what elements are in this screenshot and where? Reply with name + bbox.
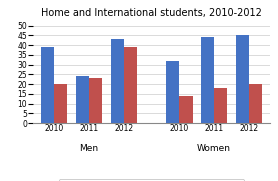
Bar [41,47,54,123]
Bar [179,96,192,123]
Bar [249,84,262,123]
Bar [166,61,179,123]
Bar [89,78,102,123]
Bar [54,84,67,123]
Title: Home and International students, 2010-2012: Home and International students, 2010-20… [41,8,262,18]
Text: Men: Men [80,144,98,153]
Bar [235,35,249,123]
Bar [111,39,124,123]
Bar [201,37,214,123]
Bar [76,76,89,123]
Bar [124,47,137,123]
Bar [214,88,227,123]
Legend: British home students, International students: British home students, International stu… [59,179,244,181]
Text: Women: Women [197,144,231,153]
